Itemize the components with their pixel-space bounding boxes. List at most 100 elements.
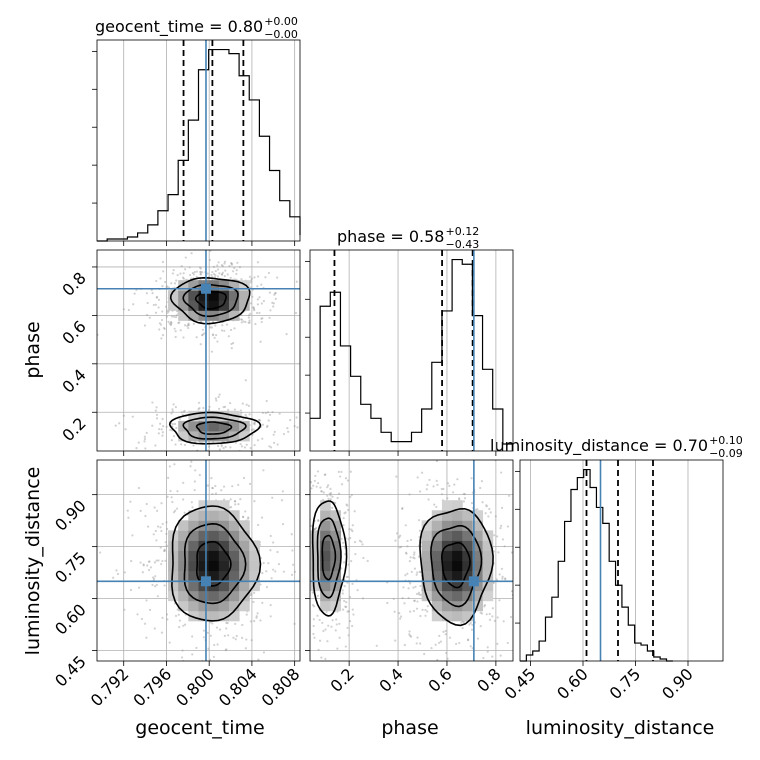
sample-point (394, 639, 397, 642)
sample-point (337, 470, 340, 473)
sample-point (404, 574, 407, 577)
sample-point (345, 601, 348, 604)
sample-point (508, 494, 511, 497)
sample-point (276, 443, 279, 446)
sample-point (184, 256, 187, 259)
sample-point (268, 445, 271, 448)
sample-point (272, 441, 276, 444)
sample-point (132, 303, 135, 306)
sample-point (192, 322, 195, 326)
sample-point (195, 646, 198, 650)
sample-point (272, 541, 275, 544)
sample-point (209, 326, 212, 329)
sample-point (329, 487, 332, 490)
density-cell (452, 580, 463, 592)
sample-point (286, 567, 288, 569)
sample-point (259, 619, 262, 622)
density-cell (441, 610, 453, 622)
hist-panel-phase (305, 249, 514, 456)
sample-point (510, 551, 513, 554)
sample-point (127, 516, 130, 519)
sample-point (171, 408, 174, 411)
sample-point (335, 618, 338, 621)
sample-point (271, 401, 273, 403)
density-cell (462, 580, 473, 592)
density-cell (249, 570, 260, 582)
density-cell (178, 550, 189, 561)
sample-point (326, 640, 329, 643)
sample-point (413, 599, 416, 602)
sample-point (306, 576, 308, 578)
density-cell (198, 500, 210, 511)
density-cell (178, 310, 189, 321)
sample-point (276, 276, 279, 279)
sample-point (324, 473, 327, 476)
sample-point (287, 430, 290, 433)
sample-point (214, 397, 217, 400)
contour-line (171, 505, 262, 622)
sample-point (207, 484, 210, 487)
contour-line (430, 525, 483, 608)
sample-point (536, 535, 538, 537)
sample-point (415, 607, 419, 610)
sample-point (160, 428, 163, 431)
sample-point (479, 611, 482, 614)
sample-point (499, 527, 502, 530)
sample-point (305, 491, 307, 493)
sample-point (340, 537, 343, 540)
density-cell (441, 530, 453, 541)
sample-point (470, 628, 474, 631)
sample-point (274, 570, 277, 573)
sample-point (272, 302, 275, 305)
density-cell (218, 410, 230, 422)
sample-point (163, 549, 166, 552)
sample-point (221, 324, 224, 327)
sample-point (267, 419, 270, 422)
sample-point (327, 624, 330, 627)
density-cell (320, 530, 331, 541)
sample-point (272, 568, 275, 571)
sample-point (320, 490, 323, 493)
sample-point (169, 428, 172, 432)
sample-point (244, 320, 247, 324)
sample-point (213, 273, 216, 276)
sample-point (248, 482, 252, 485)
density-cell (198, 430, 210, 442)
density-cell (310, 560, 321, 572)
sample-point (188, 266, 191, 269)
sample-point (187, 322, 190, 325)
sample-point (349, 470, 352, 473)
density-cell (452, 500, 463, 511)
sample-point (322, 452, 324, 454)
sample-point (516, 540, 518, 542)
sample-point (220, 273, 224, 276)
sample-point (324, 657, 327, 661)
sample-point (216, 444, 220, 448)
sample-point (506, 525, 510, 528)
sample-point (158, 427, 161, 431)
sample-point (155, 279, 158, 283)
sample-point (418, 529, 422, 532)
sample-point (235, 272, 238, 276)
density-cell (310, 550, 321, 561)
density-cell (188, 560, 199, 572)
sample-point (224, 269, 227, 272)
sample-point (287, 643, 289, 645)
sample-point (174, 330, 177, 333)
density-cell (228, 530, 240, 541)
density-cell (188, 510, 199, 521)
density-cell (320, 600, 331, 612)
density-cell (198, 590, 210, 602)
density-cell (320, 580, 331, 592)
sample-point (487, 515, 490, 518)
sample-point (442, 487, 445, 491)
density-cell (178, 590, 189, 602)
sample-point (485, 613, 488, 616)
sample-point (261, 317, 264, 320)
sample-point (227, 634, 230, 637)
sample-point (145, 502, 148, 506)
density-cell (421, 530, 433, 541)
sample-point (312, 484, 315, 487)
density-cell (482, 570, 494, 582)
sample-point (419, 614, 422, 618)
